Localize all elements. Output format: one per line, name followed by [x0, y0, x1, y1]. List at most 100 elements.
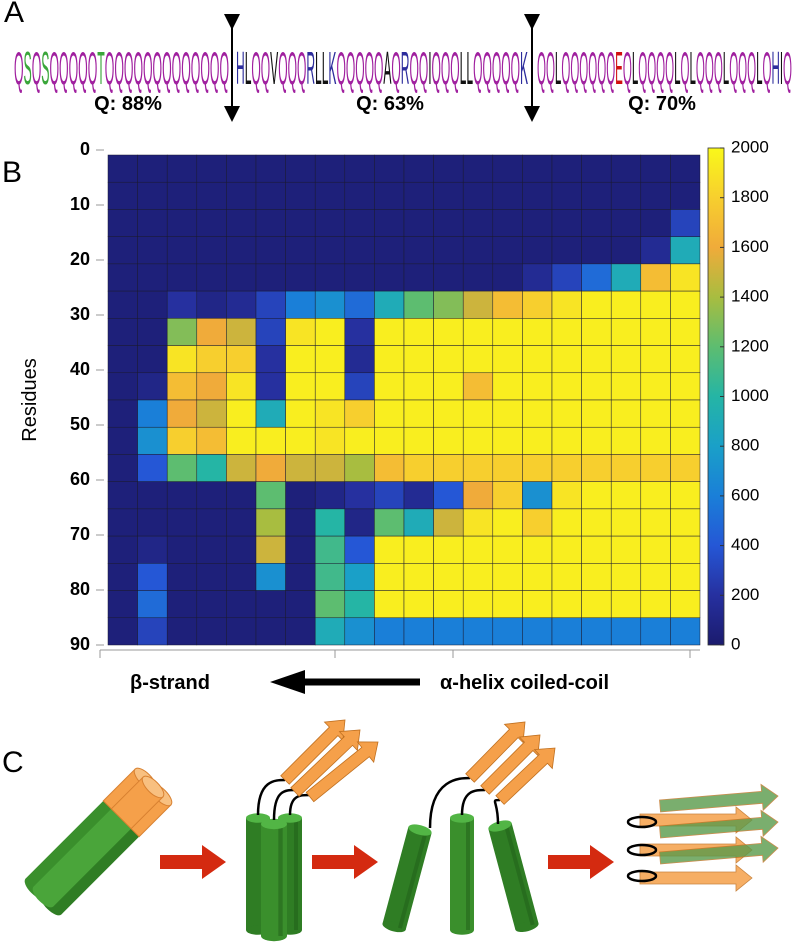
heatmap-cell — [403, 345, 434, 374]
heatmap-cell — [581, 181, 612, 210]
heatmap-cell — [581, 318, 612, 346]
heatmap-cell — [314, 290, 346, 319]
heatmap-cell — [137, 372, 168, 401]
heatmap-cell — [610, 617, 642, 646]
heatmap-cell — [226, 508, 257, 537]
heatmap-cell — [670, 154, 701, 183]
heatmap-cell — [640, 535, 671, 564]
heatmap-cell — [314, 399, 346, 428]
heatmap-cell — [166, 263, 198, 292]
heatmap-cell — [226, 318, 257, 346]
colorbar-tick-label: 0 — [731, 634, 740, 653]
heatmap-cell — [285, 290, 316, 319]
colorbar-tick-label: 400 — [731, 535, 759, 554]
colorbar-tick-label: 800 — [731, 436, 759, 455]
heatmap-cell — [640, 372, 671, 401]
heatmap-cell — [255, 290, 286, 319]
heatmap-cell — [374, 181, 405, 210]
heatmap-cell — [462, 590, 494, 619]
heatmap-cell — [433, 345, 464, 374]
heatmap-cell — [462, 372, 494, 401]
heatmap-cell — [137, 345, 168, 374]
heatmap-cell — [374, 399, 405, 428]
heatmap-cell — [226, 154, 257, 183]
heatmap-cell — [344, 209, 375, 237]
heatmap-cell — [285, 481, 316, 510]
heatmap-cell — [640, 290, 671, 319]
heatmap-cell — [551, 481, 582, 510]
heatmap-cell — [551, 345, 582, 374]
heatmap-cell — [166, 426, 198, 455]
heatmap-cell — [433, 481, 464, 510]
heatmap-cell — [610, 590, 642, 619]
heatmap-cell — [226, 426, 257, 455]
heatmap-cell — [196, 181, 227, 210]
heatmap-cell — [551, 399, 582, 428]
heatmap-cell — [374, 209, 405, 237]
heatmap-cell — [581, 263, 612, 292]
heatmap-cell — [196, 481, 227, 510]
loop — [272, 788, 296, 821]
colorbar-tick-label: 1000 — [731, 386, 769, 405]
colorbar-tick-label: 600 — [731, 485, 759, 504]
heatmap-cell — [403, 563, 434, 591]
transition-arrow — [312, 845, 378, 879]
heatmap-cell — [226, 290, 257, 319]
helix-shade — [278, 824, 283, 936]
helix-shade — [294, 818, 298, 930]
heatmap-cell — [492, 209, 523, 237]
heatmap-cell — [462, 563, 494, 591]
coil — [626, 815, 658, 829]
heatmap-cell — [403, 181, 434, 210]
heatmap-cell — [581, 290, 612, 319]
heatmap-cell — [196, 426, 227, 455]
y-tick-label: 60 — [70, 469, 90, 489]
heatmap-cell — [226, 236, 257, 265]
loop — [288, 793, 311, 816]
heatmap-cell — [462, 154, 494, 183]
heatmap-cell — [581, 563, 612, 591]
helix-shade — [397, 831, 428, 929]
helix-top — [246, 813, 270, 823]
heatmap-cell — [581, 372, 612, 401]
heatmap-cell — [196, 236, 227, 265]
heatmap-cell — [255, 535, 286, 564]
heatmap-cell — [492, 426, 523, 455]
heatmap-cell — [492, 590, 523, 619]
heatmap-cell — [640, 263, 671, 292]
heatmap-cell — [226, 454, 257, 482]
heatmap-cell — [492, 345, 523, 374]
heatmap-cell — [285, 617, 316, 646]
heatmap-cell — [166, 209, 198, 237]
heatmap-cell — [551, 563, 582, 591]
heatmap-cell — [551, 154, 582, 183]
heatmap-cell — [255, 590, 286, 619]
heatmap-cell — [462, 481, 494, 510]
heatmap-cell — [166, 454, 198, 482]
heatmap-cell — [610, 399, 642, 428]
panel-letter: B — [2, 156, 22, 189]
heatmap-cell — [610, 454, 642, 482]
heatmap-cell — [344, 181, 375, 210]
heatmap-cell — [522, 263, 553, 292]
heatmap-cell — [522, 399, 553, 428]
heatmap-cell — [344, 372, 375, 401]
heatmap-cell — [551, 426, 582, 455]
x-annotation: β-strand — [130, 672, 210, 694]
heatmap-cell — [344, 590, 375, 619]
heatmap-cell — [670, 372, 701, 401]
heatmap-cell — [433, 263, 464, 292]
heatmap-cell — [551, 590, 582, 619]
heatmap-cell — [196, 399, 227, 428]
heatmap-cell — [581, 426, 612, 455]
strand — [280, 719, 346, 785]
heatmap-cell — [314, 590, 346, 619]
heatmap-cell — [226, 563, 257, 591]
heatmap-cell — [107, 426, 138, 455]
heatmap-cell — [255, 426, 286, 455]
heatmap-cell — [255, 209, 286, 237]
x-annotation: α-helix coiled-coil — [440, 672, 609, 694]
heatmap-cell — [255, 372, 286, 401]
heatmap-cell — [403, 209, 434, 237]
